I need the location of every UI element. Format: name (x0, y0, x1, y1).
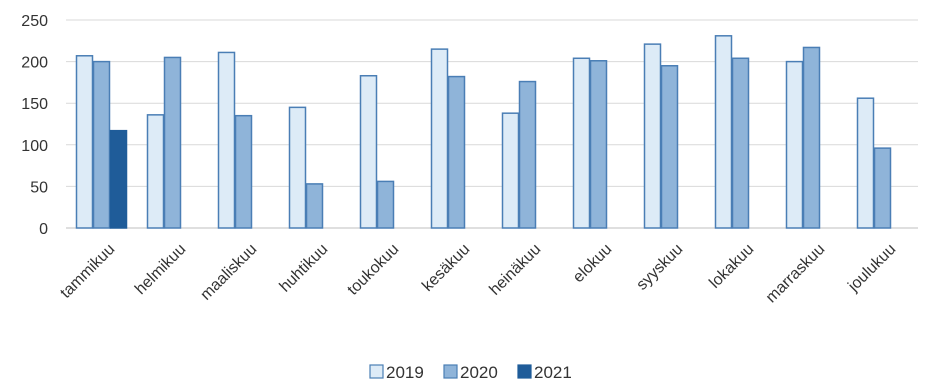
bar-2019-marraskuu (785, 60, 804, 229)
bar-2019-kesäkuu (430, 48, 449, 229)
bar-2020-helmikuu (163, 56, 182, 229)
bars (75, 35, 892, 229)
legend-label: 2019 (386, 363, 424, 382)
x-tick-label: tammikuu (57, 241, 118, 302)
y-tick-label: 0 (39, 221, 48, 238)
bar-2019-lokakuu (714, 35, 733, 229)
bar-2019-elokuu (572, 57, 591, 229)
legend-swatch-2020 (443, 364, 458, 379)
bar-2020-toukokuu (376, 180, 395, 229)
x-tick-label: joulukuu (844, 241, 899, 296)
bar-2019-helmikuu (146, 114, 165, 229)
x-tick-label: maaliskuu (197, 241, 260, 304)
bar-2019-toukokuu (359, 74, 378, 229)
legend-label: 2021 (534, 363, 572, 382)
bar-2020-maaliskuu (234, 114, 253, 229)
bar-2019-huhtikuu (288, 106, 307, 229)
bar-2020-syyskuu (660, 65, 679, 229)
x-tick-label: toukokuu (344, 241, 402, 299)
bar-2020-tammikuu (92, 60, 111, 229)
legend-swatch-2019 (369, 364, 384, 379)
x-tick-label: huhtikuu (277, 241, 332, 296)
y-axis-ticks: 0 50 100 150 200 250 (21, 13, 48, 238)
y-tick-label: 150 (21, 96, 48, 113)
y-tick-label: 100 (21, 138, 48, 155)
gridlines (66, 19, 918, 229)
x-tick-label: marraskuu (763, 241, 828, 306)
bar-2019-tammikuu (75, 55, 94, 229)
x-tick-label: kesäkuu (419, 241, 473, 295)
bar-2019-heinäkuu (501, 112, 520, 229)
bar-2019-maaliskuu (217, 51, 236, 229)
bar-2020-kesäkuu (447, 75, 466, 229)
bar-2020-huhtikuu (305, 183, 324, 229)
bar-2020-marraskuu (802, 46, 821, 229)
x-tick-label: syyskuu (633, 241, 686, 294)
bar-2019-syyskuu (643, 43, 662, 229)
y-tick-label: 50 (30, 179, 48, 196)
y-tick-label: 200 (21, 55, 48, 72)
bar-2020-lokakuu (731, 57, 750, 229)
legend-label: 2020 (460, 363, 498, 382)
x-tick-label: heinäkuu (486, 241, 544, 299)
x-tick-label: elokuu (570, 241, 615, 286)
x-tick-label: helmikuu (132, 241, 189, 298)
x-tick-label: lokakuu (706, 241, 757, 292)
bar-2020-heinäkuu (518, 80, 537, 229)
legend: 2019 2020 2021 (369, 363, 572, 382)
legend-swatch-2021 (517, 364, 532, 379)
bar-2019-joulukuu (856, 97, 875, 229)
bar-2021-tammikuu (109, 129, 128, 229)
x-axis-ticks: tammikuu helmikuu maaliskuu huhtikuu toukoku… (57, 241, 899, 306)
bar-2020-elokuu (589, 60, 608, 229)
y-tick-label: 250 (21, 13, 48, 30)
bar-2020-joulukuu (873, 147, 892, 229)
